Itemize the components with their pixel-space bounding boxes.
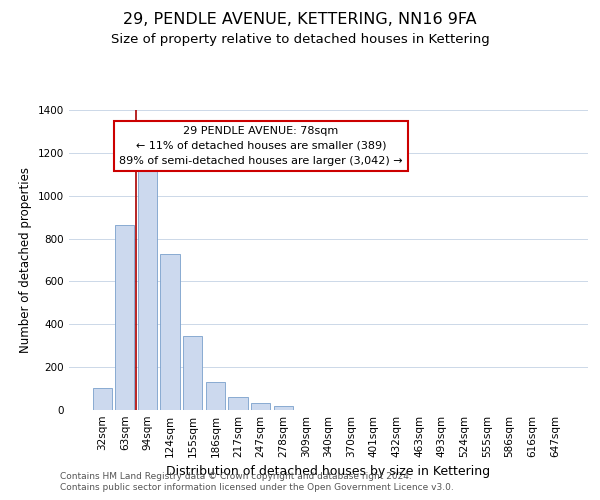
Bar [229, 396, 248, 410]
Bar [92, 388, 112, 410]
Bar [183, 336, 202, 410]
Text: Size of property relative to detached houses in Kettering: Size of property relative to detached ho… [110, 32, 490, 46]
Bar [206, 382, 225, 410]
Bar [138, 166, 157, 410]
Text: 29, PENDLE AVENUE, KETTERING, NN16 9FA: 29, PENDLE AVENUE, KETTERING, NN16 9FA [123, 12, 477, 28]
Text: Contains public sector information licensed under the Open Government Licence v3: Contains public sector information licen… [60, 484, 454, 492]
Bar [115, 226, 134, 410]
X-axis label: Distribution of detached houses by size in Kettering: Distribution of detached houses by size … [166, 466, 491, 478]
Bar [251, 403, 270, 410]
Text: 29 PENDLE AVENUE: 78sqm
← 11% of detached houses are smaller (389)
89% of semi-d: 29 PENDLE AVENUE: 78sqm ← 11% of detache… [119, 126, 403, 166]
Bar [160, 254, 180, 410]
Bar [274, 406, 293, 410]
Y-axis label: Number of detached properties: Number of detached properties [19, 167, 32, 353]
Text: Contains HM Land Registry data © Crown copyright and database right 2024.: Contains HM Land Registry data © Crown c… [60, 472, 412, 481]
